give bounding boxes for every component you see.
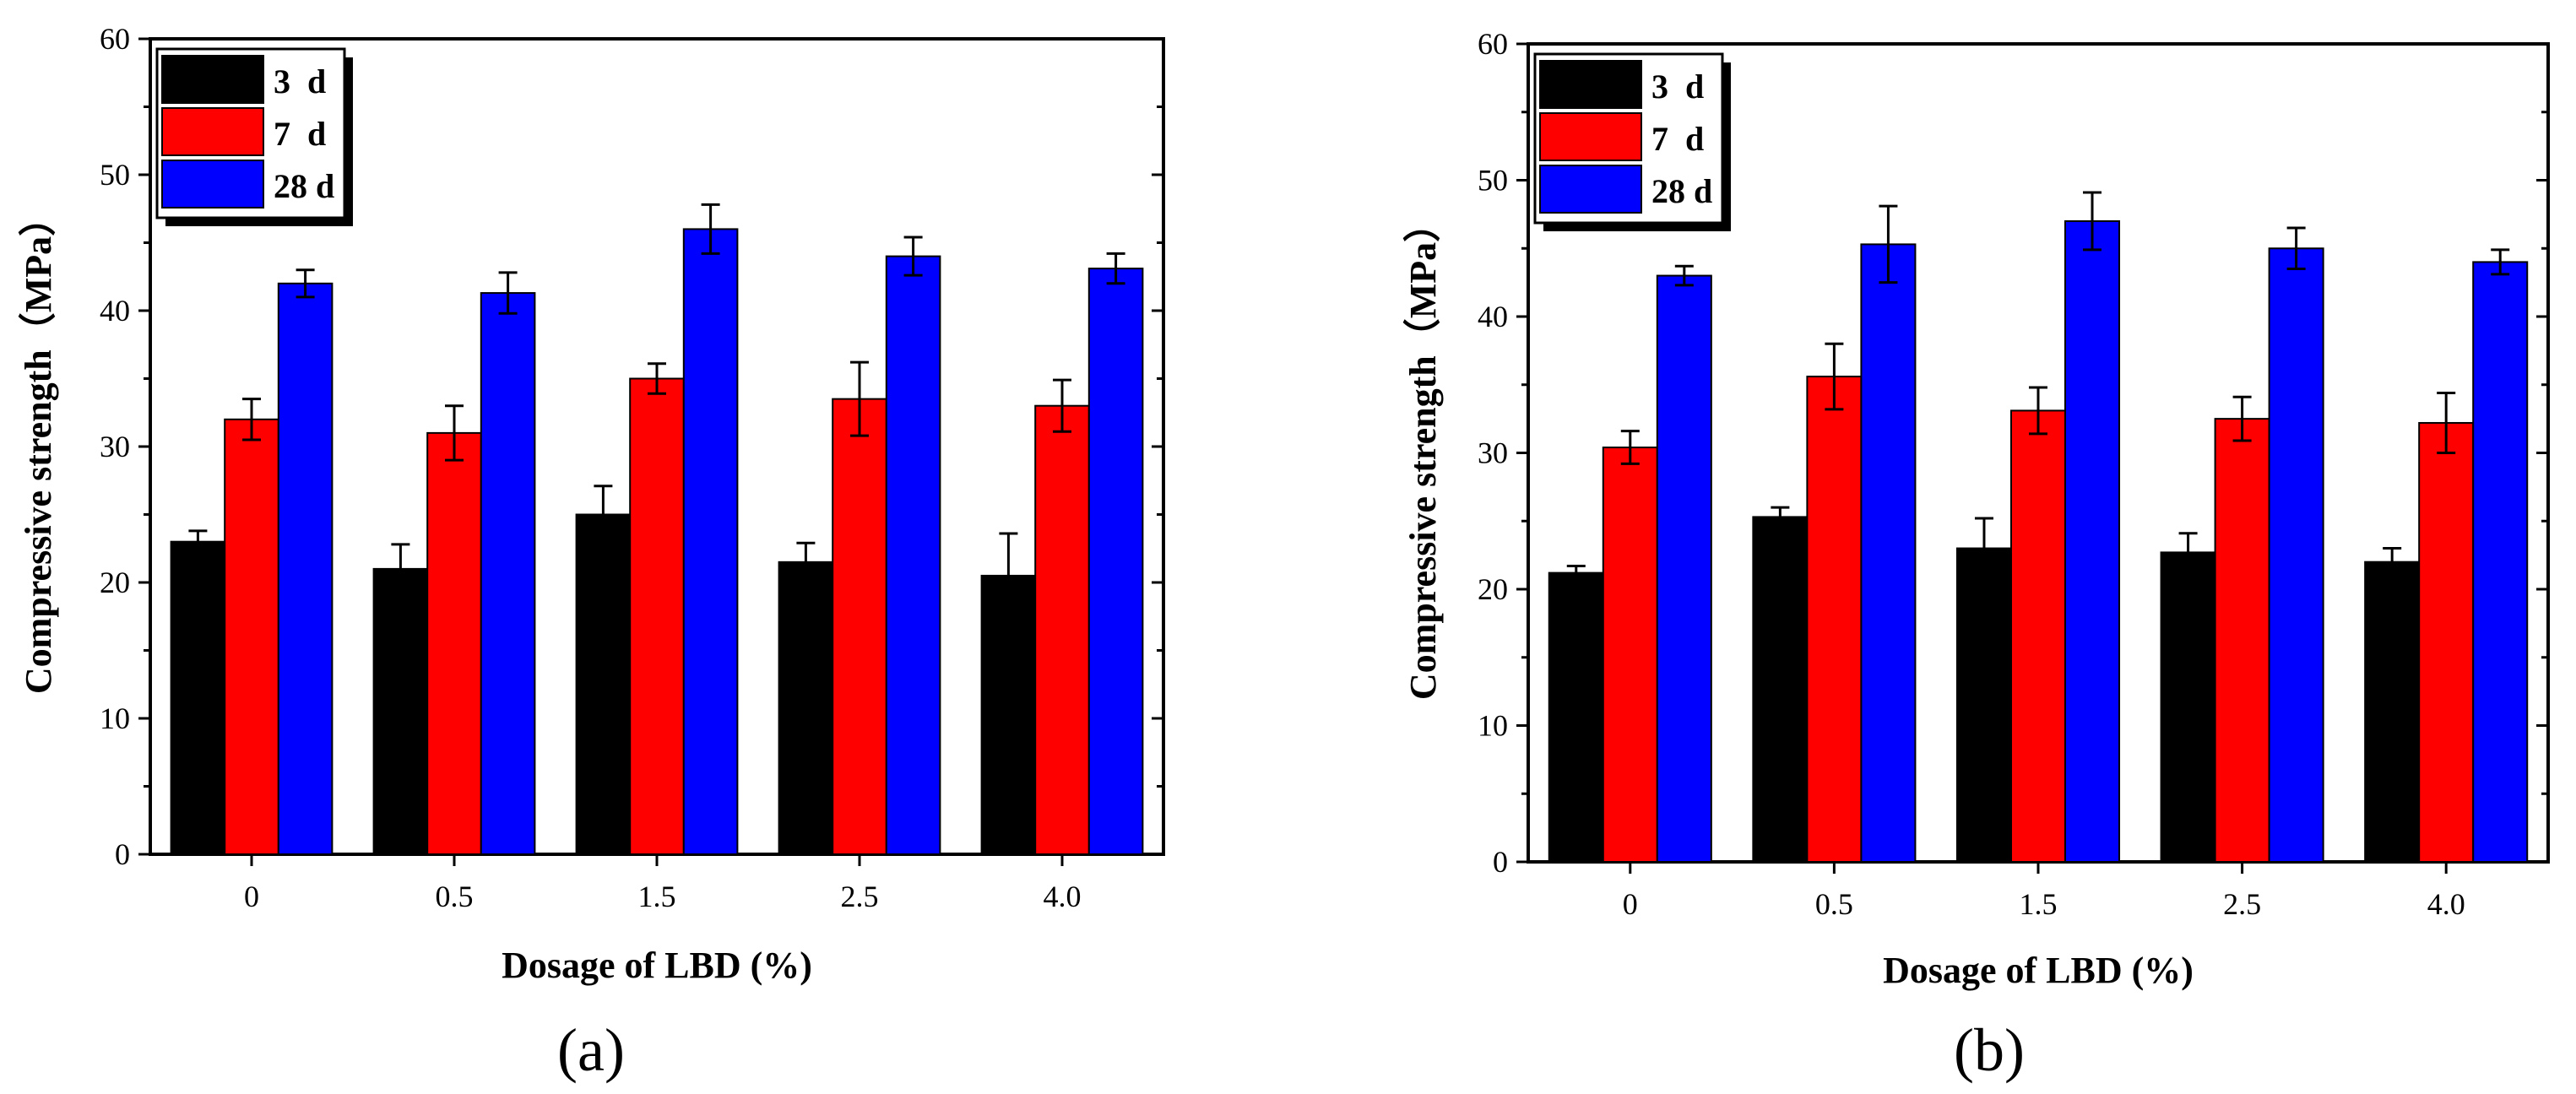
bar	[480, 292, 536, 855]
y-tick-label: 20	[100, 566, 130, 599]
y-tick-label: 60	[100, 22, 130, 56]
legend-swatch	[1539, 165, 1642, 214]
legend-swatch	[1539, 112, 1642, 161]
legend-label: 28 d	[274, 167, 334, 205]
bars-group	[1548, 191, 2529, 864]
y-axis-ticks: 0 10 20 30 40 50 60	[100, 22, 1163, 871]
chart-panel-b: 0 10 20 30 40 50 60 0 0.5 1.5 2.5 4.0 3 d 7 d 28 d D…	[1402, 27, 2550, 1084]
y-axis-label: Compressive strength（MPa）	[1402, 205, 1444, 700]
x-tick-label: 2.5	[2223, 887, 2261, 921]
y-tick-label: 40	[100, 294, 130, 328]
y-tick-label: 10	[100, 701, 130, 735]
x-axis-label: Dosage of LBD (%)	[1883, 950, 2194, 991]
legend: 3 d 7 d 28 d	[155, 47, 353, 226]
bar	[2064, 219, 2121, 863]
x-tick-label: 4.0	[2427, 887, 2465, 921]
legend-label: 3 d	[274, 62, 326, 100]
y-tick-label: 10	[1478, 709, 1508, 743]
legend-label: 7 d	[1651, 120, 1704, 158]
bars-group	[170, 203, 1144, 856]
bar	[1087, 268, 1144, 855]
bar	[1806, 376, 1863, 863]
chart-panel-a: 0 10 20 30 40 50 60 0 0.5 1.5 2.5 4.0 3 d 7 d 28 d D…	[18, 22, 1165, 1084]
panel-label: (b)	[1954, 1016, 2025, 1084]
x-tick-label: 0	[244, 880, 259, 913]
x-tick-label: 4.0	[1044, 880, 1082, 913]
panel-label: (a)	[557, 1016, 625, 1084]
x-tick-label: 0	[1623, 887, 1638, 921]
x-tick-label: 2.5	[841, 880, 879, 913]
bar	[426, 431, 482, 856]
bar	[1860, 243, 1917, 863]
bar	[682, 228, 739, 855]
y-tick-label: 50	[100, 158, 130, 192]
legend-swatch	[161, 55, 264, 104]
bar	[277, 282, 334, 855]
bar	[778, 561, 834, 855]
bar	[1955, 547, 2012, 863]
y-tick-label: 0	[115, 837, 130, 871]
y-axis-label: Compressive strength（MPa）	[18, 199, 59, 694]
bar	[885, 255, 941, 856]
bar	[832, 398, 887, 855]
y-tick-label: 50	[1478, 164, 1508, 198]
legend-swatch	[1539, 60, 1642, 109]
bar	[2009, 409, 2067, 863]
x-axis-ticks: 0 0.5 1.5 2.5 4.0	[1623, 862, 2465, 921]
x-tick-label: 1.5	[2020, 887, 2058, 921]
bar	[629, 377, 685, 855]
x-tick-label: 0.5	[436, 880, 474, 913]
bar	[1548, 571, 1604, 863]
legend-swatch	[161, 107, 264, 156]
bar	[372, 567, 429, 856]
bar	[1034, 404, 1090, 855]
y-tick-label: 20	[1478, 572, 1508, 606]
bar	[1656, 274, 1712, 863]
bar	[2472, 261, 2529, 863]
y-tick-label: 60	[1478, 27, 1508, 61]
bar	[170, 540, 226, 855]
y-tick-label: 0	[1493, 845, 1508, 879]
bar	[1752, 516, 1809, 864]
y-tick-label: 30	[100, 430, 130, 463]
bar	[575, 513, 632, 855]
x-axis-ticks: 0 0.5 1.5 2.5 4.0	[244, 854, 1082, 913]
bar	[2268, 247, 2324, 863]
y-tick-label: 40	[1478, 300, 1508, 333]
legend-label: 28 d	[1651, 172, 1712, 210]
bar	[2160, 551, 2216, 864]
x-tick-label: 0.5	[1815, 887, 1853, 921]
bar	[2418, 421, 2475, 864]
y-axis-ticks: 0 10 20 30 40 50 60	[1478, 27, 2548, 879]
x-tick-label: 1.5	[638, 880, 676, 913]
legend-swatch	[161, 160, 264, 209]
legend-label: 7 d	[274, 115, 326, 153]
bar	[2214, 418, 2270, 863]
y-tick-label: 30	[1478, 436, 1508, 470]
bar	[224, 418, 279, 855]
legend: 3 d 7 d 28 d	[1533, 52, 1731, 231]
legend-label: 3 d	[1651, 68, 1704, 106]
bar	[1602, 447, 1658, 863]
bar	[2364, 561, 2421, 863]
x-axis-label: Dosage of LBD (%)	[502, 945, 812, 986]
